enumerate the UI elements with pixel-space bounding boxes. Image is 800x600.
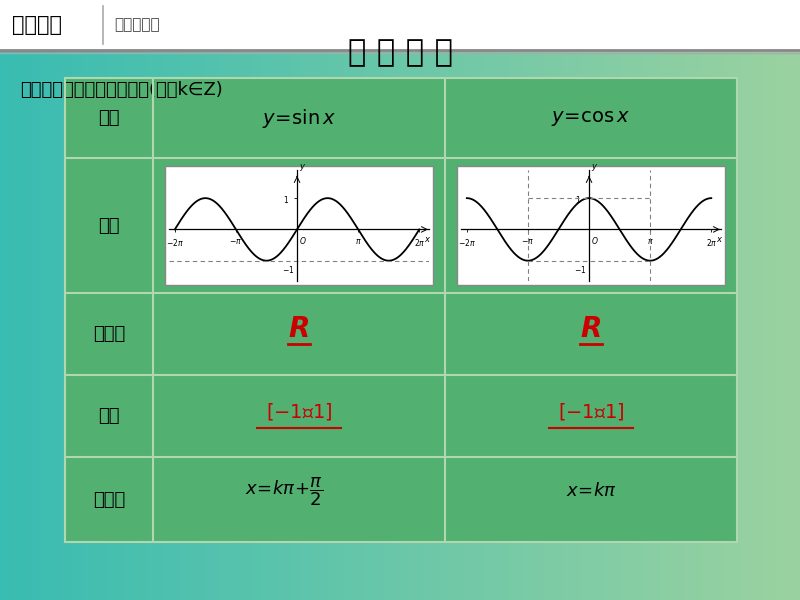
Text: 值域: 值域 bbox=[98, 407, 120, 425]
Text: $O$: $O$ bbox=[298, 235, 306, 246]
Text: 图象: 图象 bbox=[98, 217, 120, 235]
Text: 对称轴: 对称轴 bbox=[93, 491, 125, 509]
Text: $y$: $y$ bbox=[298, 161, 306, 173]
Text: $y\!=\!\mathrm{cos}\,x$: $y\!=\!\mathrm{cos}\,x$ bbox=[551, 109, 630, 127]
Text: 定义域: 定义域 bbox=[93, 325, 125, 343]
Text: R: R bbox=[288, 315, 310, 343]
Text: [$-$1，1]: [$-$1，1] bbox=[558, 401, 624, 422]
Text: 课前自学: 课前自学 bbox=[12, 15, 62, 35]
Text: $-1$: $-1$ bbox=[574, 264, 586, 275]
Text: 函数: 函数 bbox=[98, 109, 120, 127]
Text: $x$: $x$ bbox=[424, 235, 431, 244]
Bar bbox=[457, 166, 725, 285]
Bar bbox=[165, 166, 433, 285]
Text: 自主学习区: 自主学习区 bbox=[114, 17, 160, 32]
Text: 自 主 预 习: 自 主 预 习 bbox=[347, 38, 453, 67]
Text: $x$: $x$ bbox=[716, 235, 723, 244]
Bar bbox=[65, 78, 737, 542]
Text: $O$: $O$ bbox=[590, 235, 598, 246]
Text: $x\!=\!k\pi$: $x\!=\!k\pi$ bbox=[566, 482, 617, 500]
Text: [$-$1，1]: [$-$1，1] bbox=[266, 401, 332, 422]
Bar bbox=[0, 0, 800, 50]
Text: $y\!=\!\mathrm{sin}\,x$: $y\!=\!\mathrm{sin}\,x$ bbox=[262, 107, 336, 130]
Text: $y$: $y$ bbox=[590, 161, 598, 173]
Text: $x\!=\!k\pi\!+\!\dfrac{\pi}{2}$: $x\!=\!k\pi\!+\!\dfrac{\pi}{2}$ bbox=[245, 475, 323, 508]
Text: 正弦函数、余弦函数的性质(表中k∈Z): 正弦函数、余弦函数的性质(表中k∈Z) bbox=[20, 81, 222, 99]
Text: R: R bbox=[580, 315, 602, 343]
Text: $-1$: $-1$ bbox=[282, 264, 294, 275]
